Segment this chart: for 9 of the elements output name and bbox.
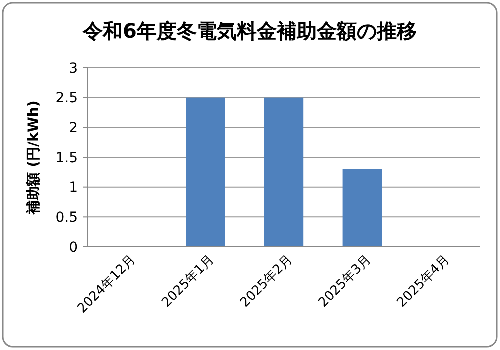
y-axis-title: 補助額 (円/kWh): [25, 100, 42, 216]
chart-title: 令和6年度冬電気料金補助金額の推移: [82, 19, 417, 43]
y-tick-label: 1.5: [56, 150, 78, 166]
y-tick-label: 1: [69, 180, 78, 196]
y-tick-label: 0: [69, 240, 78, 256]
y-tick-label: 2: [69, 120, 78, 137]
y-tick-label: 2.5: [56, 90, 78, 107]
y-tick-label: 3: [69, 60, 78, 77]
y-tick-label: 0.5: [56, 210, 78, 226]
